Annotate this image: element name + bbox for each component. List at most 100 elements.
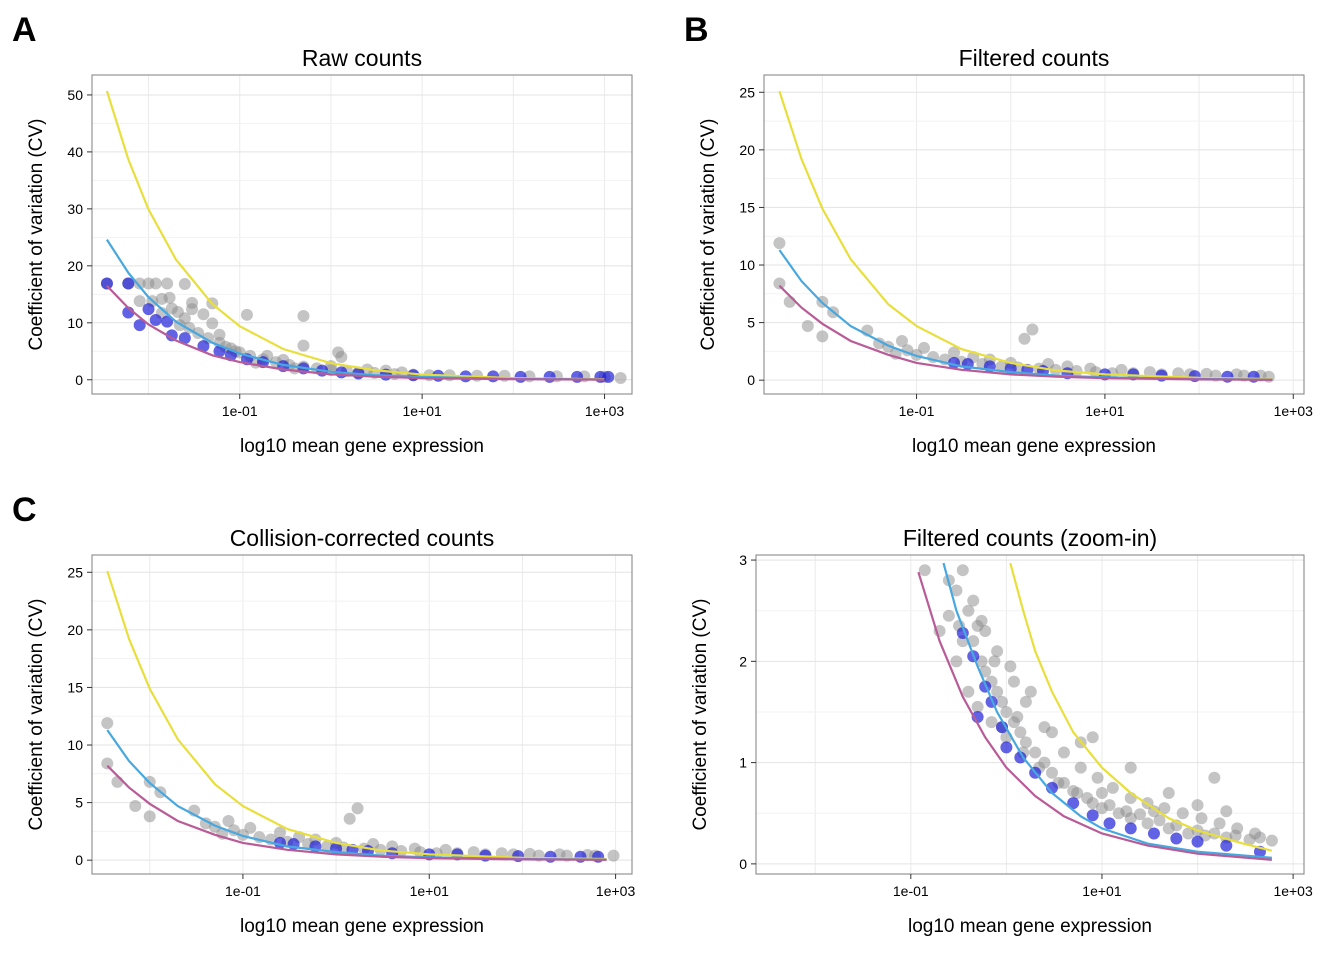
data-point-grey [1045,726,1058,739]
y-tick-label: 15 [739,199,755,215]
data-point-grey [1147,805,1160,818]
plot-background [756,555,1304,874]
data-point-blue [1147,827,1160,840]
data-point-grey [1074,761,1087,774]
data-point-grey [1095,786,1108,799]
data-point-grey [956,564,969,577]
data-point-grey [1026,323,1039,336]
data-point-grey [1176,807,1189,820]
x-tick-label: 1e+01 [1082,883,1122,899]
data-point-grey [297,309,310,322]
data-point-blue [1247,370,1260,383]
data-point-grey [1029,746,1042,759]
data-point-blue [142,303,155,316]
y-tick-label: 2 [739,653,747,669]
data-point-grey [297,339,310,352]
panel-filtered-counts-zoom: 1e-01 1e+01 1e+03 0 1 2 3 Filtered counts (zoom… [690,525,1313,937]
data-point-grey [950,584,963,597]
data-point-blue [1086,809,1099,822]
data-point-blue [1103,817,1116,830]
fit-curve-yellow [778,90,1273,381]
x-axis-title: log10 mean gene expression [240,436,484,457]
data-point-blue [100,277,113,290]
data-point-grey [1158,802,1171,815]
x-axis-title: log10 mean gene expression [912,436,1156,457]
data-point-blue [1221,370,1234,383]
data-point-grey [816,330,829,343]
panel-letter-a: A [12,11,37,49]
fit-curve-cyan [942,562,1272,859]
data-point-grey [111,775,124,788]
data-point-grey [206,317,219,330]
panel-raw-counts: 1e-01 1e+01 1e+03 0 10 20 30 40 50 Raw counts log1… [26,45,633,457]
y-tick-label: 40 [67,144,83,160]
plot-frame [763,74,1305,395]
data-point-blue [602,370,615,383]
data-point-grey [1070,364,1083,377]
plot-frame [91,554,633,875]
y-tick-label: 0 [75,372,83,388]
data-point-grey [321,840,334,853]
data-point-blue [544,850,557,863]
y-tick-label: 3 [739,552,747,568]
data-point-grey [335,350,348,363]
data-point-grey [240,308,253,321]
data-point-grey [1086,731,1099,744]
x-tick-label: 1e+01 [402,403,442,419]
data-point-grey [1195,812,1208,825]
data-point-blue [1191,835,1204,848]
data-point-grey [222,815,235,828]
panel-letter-c: C [12,491,37,529]
data-point-grey [133,277,146,290]
x-axis-title: log10 mean gene expression [908,916,1152,937]
data-point-grey [1018,332,1031,345]
data-point-grey [967,594,980,607]
x-tick-label: 1e-01 [893,883,929,899]
data-point-grey [163,291,176,304]
data-point-grey [773,237,786,250]
data-point-grey [1249,827,1262,840]
panel-filtered-counts: 1e-01 1e+01 1e+03 0 5 10 15 20 25 Filtered counts… [698,45,1313,457]
data-point-blue [122,277,135,290]
data-point-grey [101,757,114,770]
data-point-grey [101,717,114,730]
data-point-grey [962,604,975,617]
data-point-blue [1124,822,1137,835]
data-point-grey [1120,805,1133,818]
data-point-blue [165,329,178,342]
y-tick-label: 5 [75,795,83,811]
y-axis-title: Coefficient of variation (CV) [26,119,47,351]
data-point-grey [133,295,146,308]
y-axis-title: Coefficient of variation (CV) [26,599,47,831]
data-point-grey [343,812,356,825]
data-point-grey [213,328,226,341]
data-point-grey [801,320,814,333]
data-point-grey [1231,822,1244,835]
data-point-grey [1014,726,1027,739]
y-tick-label: 10 [67,737,83,753]
data-point-grey [1045,766,1058,779]
data-point-grey [1084,362,1097,375]
data-point-grey [1220,805,1233,818]
y-tick-label: 10 [67,315,83,331]
data-point-grey [1191,799,1204,812]
data-point-blue [574,850,587,863]
data-point-blue [1170,832,1183,845]
data-point-grey [1091,771,1104,784]
x-tick-label: 1e+01 [1085,403,1125,419]
data-point-grey [1019,736,1032,749]
data-point-blue [543,370,556,383]
y-tick-label: 0 [739,856,747,872]
y-tick-label: 15 [67,679,83,695]
plot-area [773,90,1275,383]
plot-background [92,555,632,874]
data-point-blue [1220,839,1233,852]
fit-curve-yellow [105,90,605,381]
y-tick-label: 0 [747,372,755,388]
data-point-grey [1153,814,1166,827]
data-point-grey [1106,781,1119,794]
x-tick-label: 1e+03 [596,883,636,899]
data-point-grey [971,700,984,713]
data-point-grey [1011,711,1024,724]
